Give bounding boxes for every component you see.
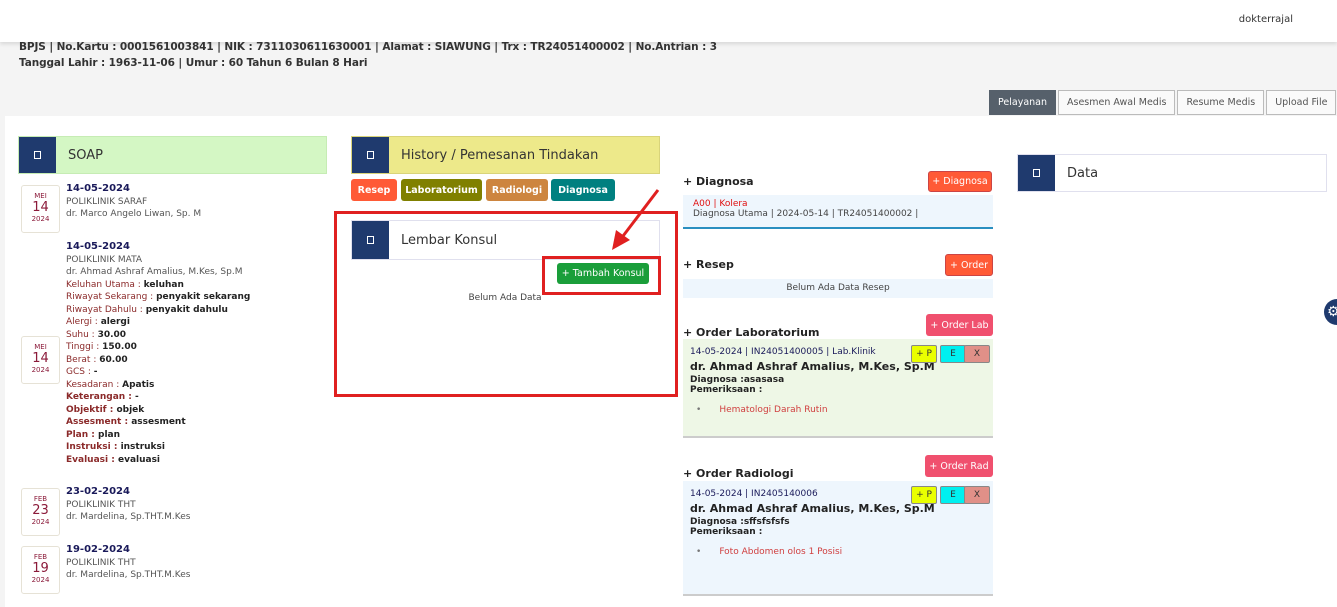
tab-upload-file[interactable]: Upload File [1266,90,1337,115]
date-badge: FEB 19 2024 [21,546,60,594]
top-bar: dokterrajal [0,0,1337,42]
konsul-icon [352,221,389,259]
order-rad-button[interactable]: + Order Rad [925,455,993,477]
tab-pelayanan[interactable]: Pelayanan [989,90,1057,115]
history-icon [352,137,389,173]
resep-empty: Belum Ada Data Resep [683,279,993,298]
diagnosa-item: A00 | Kolera Diagnosa Utama | 2024-05-14… [683,195,993,229]
diagnosa-button[interactable]: Diagnosa [551,179,615,201]
order-lab-button[interactable]: + Order Lab [926,314,993,336]
username[interactable]: dokterrajal [1238,14,1293,25]
data-title: Data [1067,165,1099,181]
soap-entry[interactable]: 14-05-2024 POLIKLINIK MATA dr. Ahmad Ashra… [66,241,251,465]
soap-field: Tinggi : 150.00 [66,342,137,352]
tab-asesmen-awal-medis[interactable]: Asesmen Awal Medis [1058,90,1176,115]
lab-title: + Order Laboratorium [683,326,820,339]
konsul-header: Lembar Konsul [351,220,660,260]
edit-button[interactable]: E [940,345,966,363]
soap-header: SOAP [18,136,327,174]
soap-field: Riwayat Sekarang : penyakit sekarang [66,292,251,302]
date-badge: MEI 14 2024 [21,336,60,384]
konsul-title: Lembar Konsul [401,232,498,248]
arrow-annotation [612,189,660,250]
soap-entry[interactable]: 19-02-2024 POLIKLINIK THT dr. Mardelina, S… [66,544,191,580]
soap-icon [19,137,56,173]
history-header: History / Pemesanan Tindakan [351,136,660,174]
tabs: Pelayanan Asesmen Awal Medis Resume Medi… [989,90,1337,115]
soap-field: Alergi : alergi [66,317,130,327]
history-title: History / Pemesanan Tindakan [401,147,599,163]
highlight-box [334,211,678,397]
soap-field: Keterangan : - [66,392,139,402]
tab-resume-medis[interactable]: Resume Medis [1177,90,1265,115]
main-panel [5,116,1337,607]
soap-entry[interactable]: 14-05-2024 POLIKLINIK SARAF dr. Marco Ange… [66,183,202,219]
soap-field: Objektif : objek [66,404,145,415]
print-button[interactable]: + P [911,486,937,504]
soap-field: Berat : 60.00 [66,354,128,365]
delete-button[interactable]: X [964,345,990,363]
soap-entry[interactable]: 23-02-2024 POLIKLINIK THT dr. Mardelina, S… [66,486,191,522]
konsul-empty: Belum Ada Data [468,293,542,303]
date-badge: MEI 14 2024 [21,185,60,233]
button-highlight [542,256,661,295]
tambah-konsul-button[interactable]: + Tambah Konsul [557,263,649,284]
soap-field: GCS : - [66,367,98,377]
soap-field: Suhu : 30.00 [66,329,127,340]
data-header: Data [1017,154,1327,192]
soap-field: Instruksi : instruksi [66,442,165,452]
settings-gear-icon[interactable]: ⚙ [1324,299,1337,325]
edit-button[interactable]: E [940,486,966,504]
soap-field: Keluhan Utama : keluhan [66,279,184,290]
soap-field: Assesment : assesment [66,417,186,427]
soap-field: Kesadaran : Apatis [66,379,155,390]
delete-button[interactable]: X [964,486,990,504]
radiologi-button[interactable]: Radiologi [486,179,548,201]
soap-title: SOAP [68,147,103,163]
rad-title: + Order Radiologi [683,467,794,480]
resep-title: + Resep [683,258,734,271]
resep-button[interactable]: Resep [351,179,397,201]
laboratorium-button[interactable]: Laboratorium [401,179,482,201]
print-button[interactable]: + P [911,345,937,363]
date-badge: FEB 23 2024 [21,488,60,536]
soap-field: Plan : plan [66,429,121,440]
add-diagnosa-button[interactable]: + Diagnosa [928,171,992,192]
data-icon [1018,155,1055,191]
soap-field: Evaluasi : evaluasi [66,454,161,465]
patient-info-line1: BPJS | No.Kartu : 0001561003841 | NIK : … [19,41,717,53]
order-resep-button[interactable]: + Order [945,254,993,276]
soap-field: Riwayat Dahulu : penyakit dahulu [66,304,228,315]
patient-info-line2: Tanggal Lahir : 1963-11-06 | Umur : 60 T… [19,57,368,69]
diagnosa-title: + Diagnosa [683,175,754,188]
